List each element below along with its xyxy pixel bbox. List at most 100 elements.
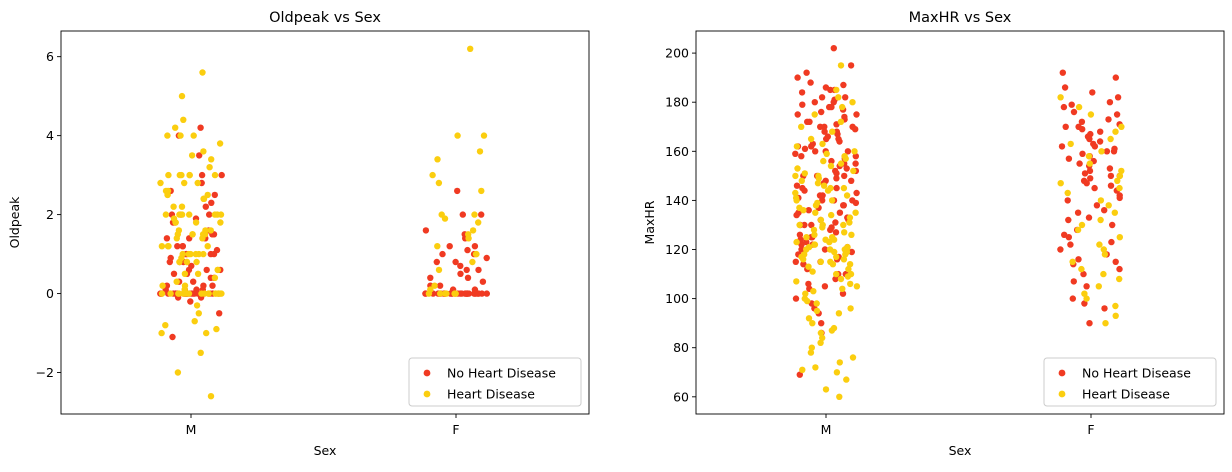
- data-point: [829, 261, 837, 268]
- legend-frame: [1043, 357, 1217, 407]
- data-point: [177, 132, 184, 139]
- data-point: [1103, 148, 1111, 155]
- data-point: [1087, 111, 1095, 118]
- data-point: [792, 295, 800, 302]
- data-point: [204, 243, 211, 250]
- data-point: [452, 290, 459, 297]
- data-point: [463, 290, 471, 297]
- data-point: [853, 283, 861, 290]
- data-point: [173, 278, 180, 285]
- data-point: [208, 199, 215, 206]
- y-tick-label: 160: [665, 144, 689, 159]
- data-point: [435, 179, 443, 187]
- data-point: [198, 290, 205, 297]
- data-point: [1095, 283, 1103, 290]
- data-point: [845, 265, 852, 273]
- data-point: [1083, 283, 1090, 290]
- data-point: [475, 266, 482, 274]
- data-point: [196, 152, 203, 159]
- data-point: [1097, 216, 1104, 224]
- data-point: [457, 290, 464, 297]
- data-point: [1078, 265, 1085, 273]
- data-point: [190, 278, 197, 285]
- data-point: [162, 322, 169, 329]
- data-point: [446, 243, 453, 250]
- data-point: [821, 128, 828, 135]
- data-point: [792, 189, 799, 197]
- data-point: [1089, 89, 1096, 96]
- data-point: [849, 354, 857, 361]
- data-point: [1116, 184, 1123, 192]
- data-point: [800, 261, 807, 268]
- data-point: [1097, 128, 1104, 135]
- data-point: [812, 364, 819, 371]
- data-point: [207, 393, 215, 400]
- data-point: [817, 258, 824, 265]
- data-point: [817, 329, 825, 337]
- data-point: [818, 108, 825, 116]
- data-point: [794, 74, 801, 81]
- data-point: [211, 191, 218, 199]
- data-point: [198, 171, 206, 179]
- data-point: [846, 214, 854, 221]
- data-point: [191, 318, 198, 325]
- data-point: [192, 250, 199, 258]
- data-point: [811, 111, 818, 118]
- data-point: [200, 250, 207, 258]
- chart-title: Oldpeak vs Sex: [269, 10, 381, 26]
- data-point: [840, 256, 848, 263]
- data-point: [828, 211, 835, 219]
- data-point: [1070, 278, 1078, 285]
- data-point: [217, 211, 225, 218]
- data-point: [798, 177, 805, 184]
- data-point: [186, 171, 193, 179]
- data-point: [176, 258, 183, 266]
- data-point: [828, 327, 836, 334]
- legend: No Heart Disease Heart Disease: [1043, 357, 1217, 407]
- data-point: [839, 290, 847, 297]
- data-point: [1106, 99, 1114, 106]
- data-point: [437, 290, 444, 297]
- legend-label: Heart Disease: [1082, 387, 1170, 402]
- data-point: [213, 325, 220, 333]
- data-point: [178, 92, 186, 100]
- data-point: [1057, 94, 1064, 101]
- data-point: [1102, 320, 1109, 327]
- data-point: [833, 184, 840, 192]
- data-point: [178, 203, 186, 210]
- data-point: [472, 250, 480, 258]
- data-point: [173, 235, 180, 242]
- data-point: [794, 111, 801, 118]
- data-point: [471, 211, 478, 218]
- data-point: [852, 199, 860, 207]
- data-point: [469, 258, 476, 266]
- data-point: [821, 246, 829, 253]
- x-tick-label: M: [186, 422, 197, 437]
- data-point: [207, 227, 214, 234]
- y-tick-label: 200: [665, 46, 689, 61]
- data-point: [1085, 153, 1093, 160]
- data-point: [1101, 207, 1108, 214]
- data-point: [1083, 295, 1090, 302]
- data-point: [1096, 138, 1104, 145]
- data-point: [1064, 197, 1071, 204]
- legend-marker: [423, 369, 431, 377]
- data-point: [848, 248, 855, 256]
- data-point: [820, 182, 828, 189]
- data-point: [811, 231, 818, 238]
- data-point: [840, 221, 847, 229]
- data-point: [1074, 209, 1082, 216]
- data-point: [1107, 172, 1115, 180]
- data-point: [853, 189, 860, 197]
- data-point: [811, 99, 818, 106]
- data-point: [475, 219, 482, 226]
- data-point: [1081, 170, 1089, 177]
- data-point: [209, 282, 216, 289]
- data-point: [167, 290, 174, 297]
- data-point: [826, 103, 833, 111]
- data-point: [1112, 128, 1119, 135]
- data-point: [478, 187, 485, 195]
- data-points: [157, 45, 490, 400]
- data-point: [852, 126, 859, 133]
- y-tick-label: −2: [36, 365, 54, 380]
